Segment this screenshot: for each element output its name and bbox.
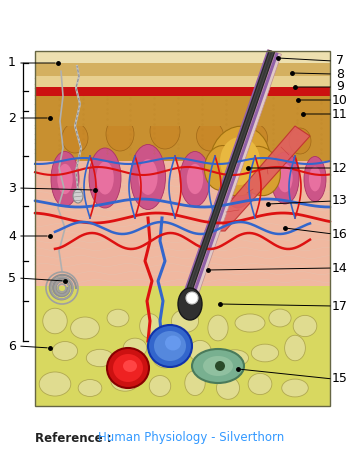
Circle shape <box>186 292 198 304</box>
Ellipse shape <box>208 315 228 341</box>
Ellipse shape <box>149 376 171 397</box>
Ellipse shape <box>123 338 147 358</box>
Ellipse shape <box>304 157 326 201</box>
Text: 3: 3 <box>8 181 16 194</box>
Ellipse shape <box>165 336 181 350</box>
Ellipse shape <box>150 113 180 149</box>
Ellipse shape <box>229 162 247 194</box>
Ellipse shape <box>271 152 299 204</box>
Ellipse shape <box>71 317 100 339</box>
Ellipse shape <box>216 377 240 399</box>
Text: 7: 7 <box>336 55 344 68</box>
Ellipse shape <box>293 315 317 336</box>
Circle shape <box>215 361 225 371</box>
Bar <box>35 51 330 63</box>
Ellipse shape <box>178 288 202 320</box>
Text: 13: 13 <box>332 194 348 207</box>
Ellipse shape <box>285 335 305 361</box>
Ellipse shape <box>222 148 254 208</box>
Ellipse shape <box>197 121 223 151</box>
Ellipse shape <box>111 371 139 391</box>
Ellipse shape <box>51 151 79 206</box>
Ellipse shape <box>148 325 192 367</box>
Ellipse shape <box>107 309 129 327</box>
Ellipse shape <box>57 164 73 194</box>
Ellipse shape <box>203 356 233 376</box>
Text: 14: 14 <box>332 261 348 274</box>
Ellipse shape <box>204 145 240 191</box>
Ellipse shape <box>240 146 280 196</box>
Ellipse shape <box>220 137 260 185</box>
Ellipse shape <box>282 379 308 397</box>
Ellipse shape <box>106 117 134 151</box>
Bar <box>35 76 330 126</box>
Ellipse shape <box>235 314 265 332</box>
Ellipse shape <box>152 344 178 368</box>
Ellipse shape <box>309 167 321 192</box>
Text: 2: 2 <box>8 111 16 124</box>
Ellipse shape <box>248 373 272 395</box>
Ellipse shape <box>243 124 268 152</box>
Text: 9: 9 <box>336 81 344 94</box>
Text: 17: 17 <box>332 300 348 313</box>
Text: 5: 5 <box>8 272 16 285</box>
Text: 10: 10 <box>332 94 348 107</box>
Bar <box>35 63 330 76</box>
Ellipse shape <box>39 372 71 396</box>
Ellipse shape <box>113 354 143 382</box>
Ellipse shape <box>187 164 203 194</box>
Bar <box>35 156 330 286</box>
Ellipse shape <box>52 342 78 361</box>
Bar <box>35 76 330 87</box>
Polygon shape <box>183 49 271 294</box>
Text: 4: 4 <box>8 229 16 242</box>
Ellipse shape <box>131 144 166 210</box>
Ellipse shape <box>43 308 67 334</box>
Text: 16: 16 <box>332 227 348 240</box>
Ellipse shape <box>107 348 149 388</box>
Ellipse shape <box>210 126 270 196</box>
Ellipse shape <box>189 341 211 362</box>
Text: Reference :: Reference : <box>35 432 116 445</box>
Bar <box>35 76 330 161</box>
Ellipse shape <box>269 309 291 327</box>
Text: 15: 15 <box>332 372 348 385</box>
Polygon shape <box>205 126 310 231</box>
Polygon shape <box>191 52 279 296</box>
Ellipse shape <box>192 349 244 383</box>
Ellipse shape <box>123 360 137 372</box>
Ellipse shape <box>221 350 249 366</box>
Text: Human Physiology - Silverthorn: Human Physiology - Silverthorn <box>98 432 284 445</box>
Polygon shape <box>184 50 281 297</box>
Ellipse shape <box>78 379 102 397</box>
Ellipse shape <box>172 309 199 333</box>
Ellipse shape <box>140 314 160 338</box>
Text: 1: 1 <box>8 56 16 69</box>
Polygon shape <box>187 51 276 295</box>
Ellipse shape <box>89 148 121 208</box>
Ellipse shape <box>62 123 88 153</box>
Bar <box>35 286 330 406</box>
Ellipse shape <box>185 370 205 396</box>
Ellipse shape <box>96 162 114 194</box>
Text: 6: 6 <box>8 340 16 352</box>
Text: 12: 12 <box>332 162 348 174</box>
Bar <box>35 87 330 96</box>
Ellipse shape <box>277 164 293 192</box>
Text: 11: 11 <box>332 108 348 121</box>
Ellipse shape <box>289 128 311 154</box>
Text: 8: 8 <box>336 68 344 81</box>
Ellipse shape <box>251 344 279 362</box>
Ellipse shape <box>73 189 83 203</box>
Ellipse shape <box>86 350 114 367</box>
Ellipse shape <box>154 331 186 361</box>
Ellipse shape <box>138 159 158 195</box>
Ellipse shape <box>180 151 210 206</box>
Bar <box>35 51 330 406</box>
